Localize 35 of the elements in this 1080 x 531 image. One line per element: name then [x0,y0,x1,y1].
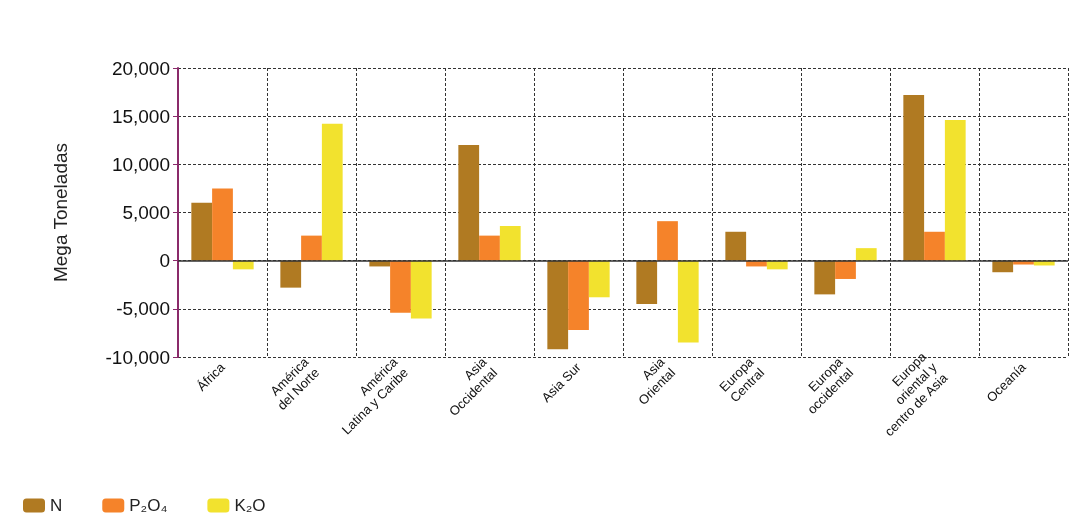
y-tick-label: 5,000 [122,202,170,223]
y-tick-label: 0 [159,250,170,272]
bar [410,260,432,319]
bar [677,260,699,343]
bar [301,235,322,261]
bar [924,231,945,261]
y-tick-label: 20,000 [111,57,170,79]
bar [280,260,302,288]
x-tick-label: Asia Sur [538,359,585,406]
y-tick-label: -5,000 [116,298,170,320]
legend-label: P₂O₄ [129,496,168,515]
bar [903,94,925,261]
y-tick-label: -10,000 [105,346,170,368]
bar [390,260,411,313]
bar [835,260,856,279]
bar [636,260,658,305]
y-axis-title: Mega Toneladas [50,142,71,283]
y-tick-label: 10,000 [111,153,170,175]
bar [191,202,213,261]
bar [814,260,836,295]
bar [321,123,343,261]
y-tick-label: 15,000 [111,105,170,127]
bar [212,188,233,261]
bar [944,120,966,261]
bar [547,260,569,350]
legend-label: K₂O [234,496,266,515]
bar [499,225,521,261]
bar [568,260,589,331]
bar [725,231,747,261]
bar [855,248,877,261]
bar [458,145,480,261]
legend-label: N [50,496,63,515]
bar [657,221,678,261]
bar [588,260,610,298]
bar [479,235,500,261]
